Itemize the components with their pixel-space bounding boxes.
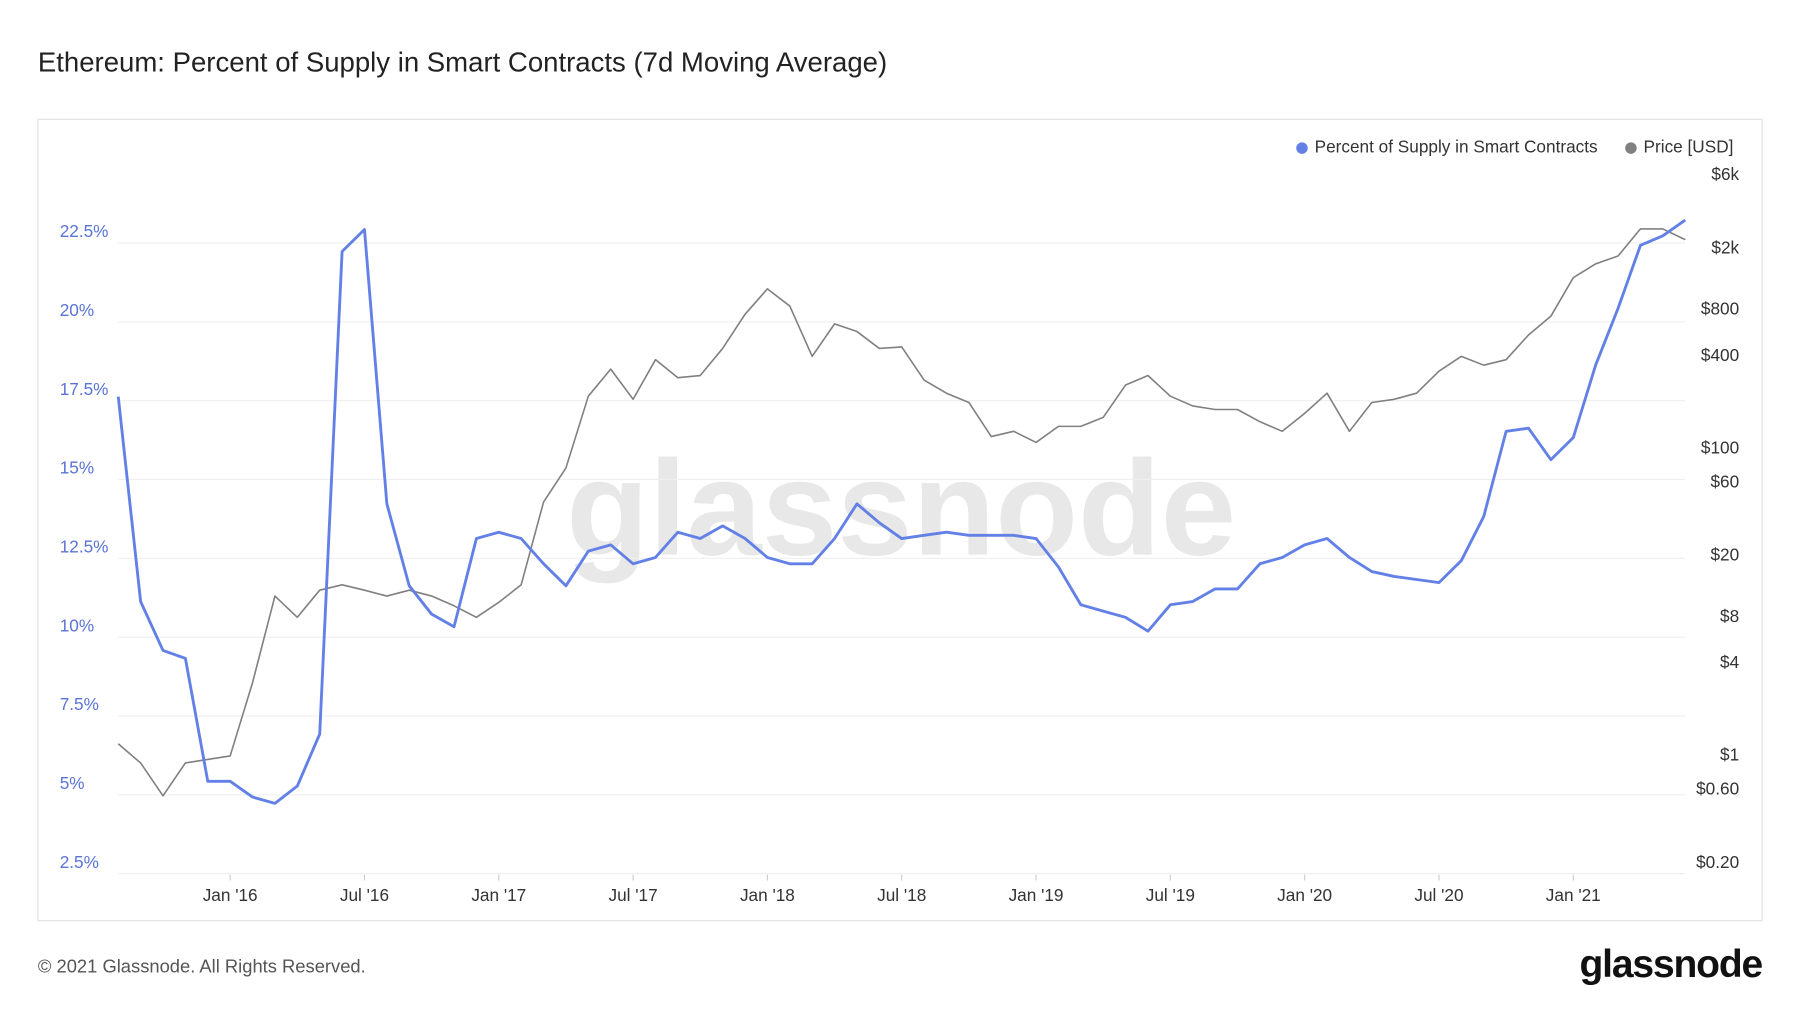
x-tick-label: Jan '20	[1277, 885, 1332, 905]
x-tick-label: Jan '21	[1546, 885, 1601, 905]
x-tick-label: Jul '19	[1146, 885, 1195, 905]
y-tick-label: 22.5%	[60, 221, 109, 241]
x-tick-label: Jul '20	[1414, 885, 1463, 905]
series-line	[116, 218, 1687, 805]
y-tick-label: 10%	[60, 615, 94, 635]
watermark: glassnode	[566, 432, 1236, 584]
x-tick-label: Jul '16	[340, 885, 389, 905]
y2-tick-label: $1	[1720, 744, 1739, 764]
y-tick-label: 20%	[60, 300, 94, 320]
y2-tick-label: $2k	[1711, 237, 1739, 257]
y-tick-label: 2.5%	[60, 852, 99, 872]
legend-marker	[1296, 142, 1308, 154]
series-line	[117, 228, 1686, 797]
y2-tick-label: $4	[1720, 652, 1740, 672]
y-tick-label: 5%	[60, 773, 85, 793]
y2-tick-label: $0.20	[1696, 852, 1739, 872]
y-tick-label: 15%	[60, 458, 94, 478]
x-tick-label: Jul '17	[608, 885, 657, 905]
chart-title: Ethereum: Percent of Supply in Smart Con…	[38, 47, 887, 78]
y-tick-label: 12.5%	[60, 537, 109, 557]
x-tick-label: Jan '19	[1009, 885, 1064, 905]
legend-label: Price [USD]	[1644, 137, 1734, 157]
legend-marker	[1625, 142, 1637, 154]
x-tick-label: Jan '18	[740, 885, 795, 905]
y2-tick-label: $0.60	[1696, 779, 1739, 799]
y2-tick-label: $6k	[1711, 164, 1739, 184]
y2-tick-label: $20	[1710, 545, 1739, 565]
y2-tick-label: $100	[1701, 437, 1739, 457]
chart-frame	[37, 118, 1763, 922]
y-tick-label: 7.5%	[60, 694, 99, 714]
x-tick-label: Jul '18	[877, 885, 926, 905]
x-tick-label: Jan '16	[203, 885, 258, 905]
y2-tick-label: $60	[1710, 471, 1739, 491]
legend-label: Percent of Supply in Smart Contracts	[1315, 137, 1598, 157]
y2-tick-label: $800	[1701, 299, 1739, 319]
x-tick-label: Jan '17	[471, 885, 526, 905]
footer: © 2021 Glassnode. All Rights Reserved.	[38, 956, 366, 977]
y2-tick-label: $8	[1720, 606, 1739, 626]
y2-tick-label: $400	[1701, 345, 1739, 365]
brand-logo: glassnode	[1579, 943, 1762, 986]
y-tick-label: 17.5%	[60, 379, 109, 399]
